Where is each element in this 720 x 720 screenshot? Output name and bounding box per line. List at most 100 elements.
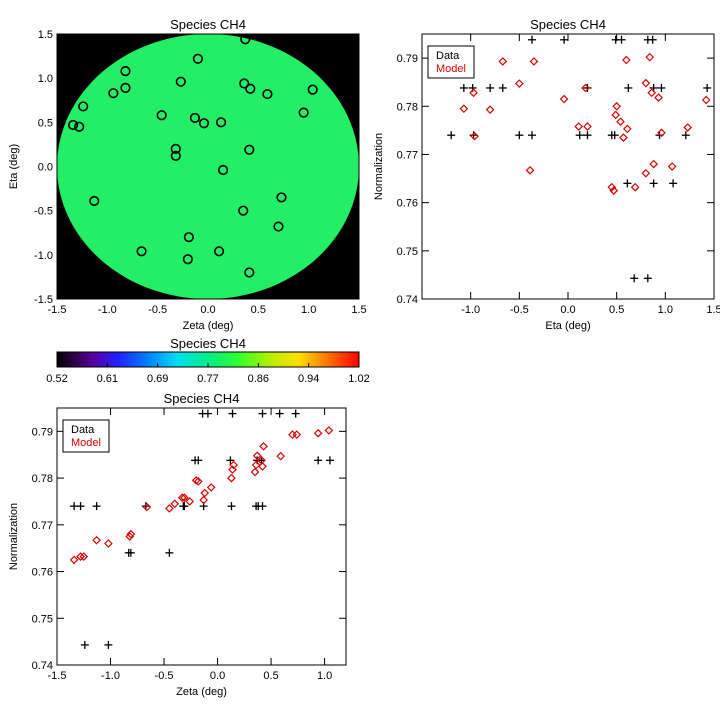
colorbar-tick-label: 0.61 (97, 373, 118, 385)
model-point (683, 123, 693, 132)
model-point (170, 499, 180, 509)
data-point (165, 548, 174, 557)
data-point (630, 274, 639, 283)
data-point (583, 83, 592, 92)
x-tick-label: 1.0 (317, 670, 332, 682)
y-tick-label: 0.5 (38, 117, 53, 129)
model-point (498, 57, 508, 66)
data-point (258, 502, 267, 511)
y-tick-label: 0.77 (397, 149, 418, 161)
y-tick-label: 0.76 (397, 198, 418, 210)
x-tick-label: -1.0 (461, 304, 480, 316)
y-tick-label: -1.0 (34, 250, 53, 262)
position-marker (156, 110, 167, 121)
x-tick-label: 1.5 (706, 304, 720, 316)
position-marker (273, 221, 284, 232)
model-point (485, 105, 495, 114)
colorbar-title: Species CH4 (170, 336, 246, 351)
y-tick-label: 0.79 (397, 53, 418, 65)
model-point (607, 182, 617, 192)
model-point (252, 451, 262, 461)
data-point (669, 179, 678, 188)
model-point (581, 83, 590, 93)
x-tick-label: 0.0 (210, 670, 225, 682)
y-tick-label: -1.5 (34, 294, 53, 306)
data-point (275, 409, 284, 418)
model-point (470, 131, 479, 141)
model-point (630, 182, 640, 192)
x-tick-label: 0.5 (251, 304, 266, 316)
position-marker (239, 78, 250, 89)
model-point (69, 555, 79, 565)
data-point (649, 179, 658, 188)
model-point (125, 532, 135, 541)
x-tick-label: 1.0 (301, 304, 316, 316)
data-point (447, 131, 456, 140)
data-point (180, 502, 189, 511)
y-tick-label: 0.78 (397, 101, 418, 113)
model-point (200, 488, 210, 498)
colorbar-tick-label: 1.02 (348, 373, 369, 385)
data-point (624, 83, 633, 92)
data-point (527, 35, 536, 44)
y-tick-label: 0.74 (397, 294, 418, 306)
model-point (142, 502, 152, 512)
position-marker (218, 164, 229, 176)
position-marker (182, 254, 193, 265)
y-tick-label: 0.76 (32, 567, 53, 579)
model-point (76, 552, 85, 561)
legend-entry-data: Data (71, 424, 95, 436)
x-tick-label: 1.5 (351, 304, 366, 316)
model-point (559, 94, 569, 104)
data-point (194, 456, 203, 465)
y-axis-label: Normalization (8, 503, 20, 570)
data-point (227, 502, 236, 511)
x-tick-label: -1.0 (98, 304, 117, 316)
model-point (193, 477, 203, 486)
model-point (324, 426, 334, 435)
colorbar-tick-label: 0.77 (197, 373, 218, 385)
model-point (459, 104, 469, 114)
model-point (206, 483, 216, 492)
model-point (619, 133, 628, 142)
position-marker (120, 82, 131, 93)
model-point (259, 441, 268, 451)
series-data (447, 35, 712, 283)
model-point (641, 168, 651, 178)
y-tick-label: 0.75 (397, 246, 418, 258)
model-point (126, 529, 136, 539)
y-axis-label: Eta (deg) (8, 144, 20, 189)
x-tick-label: 0.5 (609, 304, 624, 316)
data-point (104, 640, 113, 649)
model-point (191, 476, 201, 485)
y-axis-label: Normalization (373, 133, 385, 200)
data-point (527, 131, 536, 140)
x-tick-label: 0.0 (200, 304, 215, 316)
y-tick-label: 1.0 (38, 73, 53, 85)
model-point (525, 166, 535, 175)
position-marker (262, 88, 273, 100)
position-marker (170, 143, 181, 154)
data-point (560, 35, 569, 44)
model-point (292, 430, 302, 439)
position-marker (68, 119, 79, 131)
position-marker (78, 101, 89, 112)
model-point (313, 428, 323, 438)
model-point (623, 124, 632, 134)
y-tick-label: 0.74 (32, 660, 53, 672)
legend-entry-data: Data (436, 50, 460, 62)
position-marker (276, 192, 287, 203)
model-point (574, 122, 584, 131)
plot-frame (421, 33, 715, 300)
x-axis-label: Zeta (deg) (183, 320, 234, 332)
position-marker (74, 121, 85, 132)
legend-entry-model: Model (71, 437, 101, 449)
model-point (177, 493, 187, 503)
y-tick-label: 0.0 (38, 162, 53, 174)
model-point (258, 462, 267, 471)
legend-box (427, 45, 475, 79)
model-point (641, 78, 651, 88)
chart-3: Species CH4 -1.5 -1.0 -0.5 0.0 0.5 1.0 0.74 0.75… (8, 391, 347, 698)
data-point (643, 274, 652, 283)
model-point (251, 460, 261, 470)
